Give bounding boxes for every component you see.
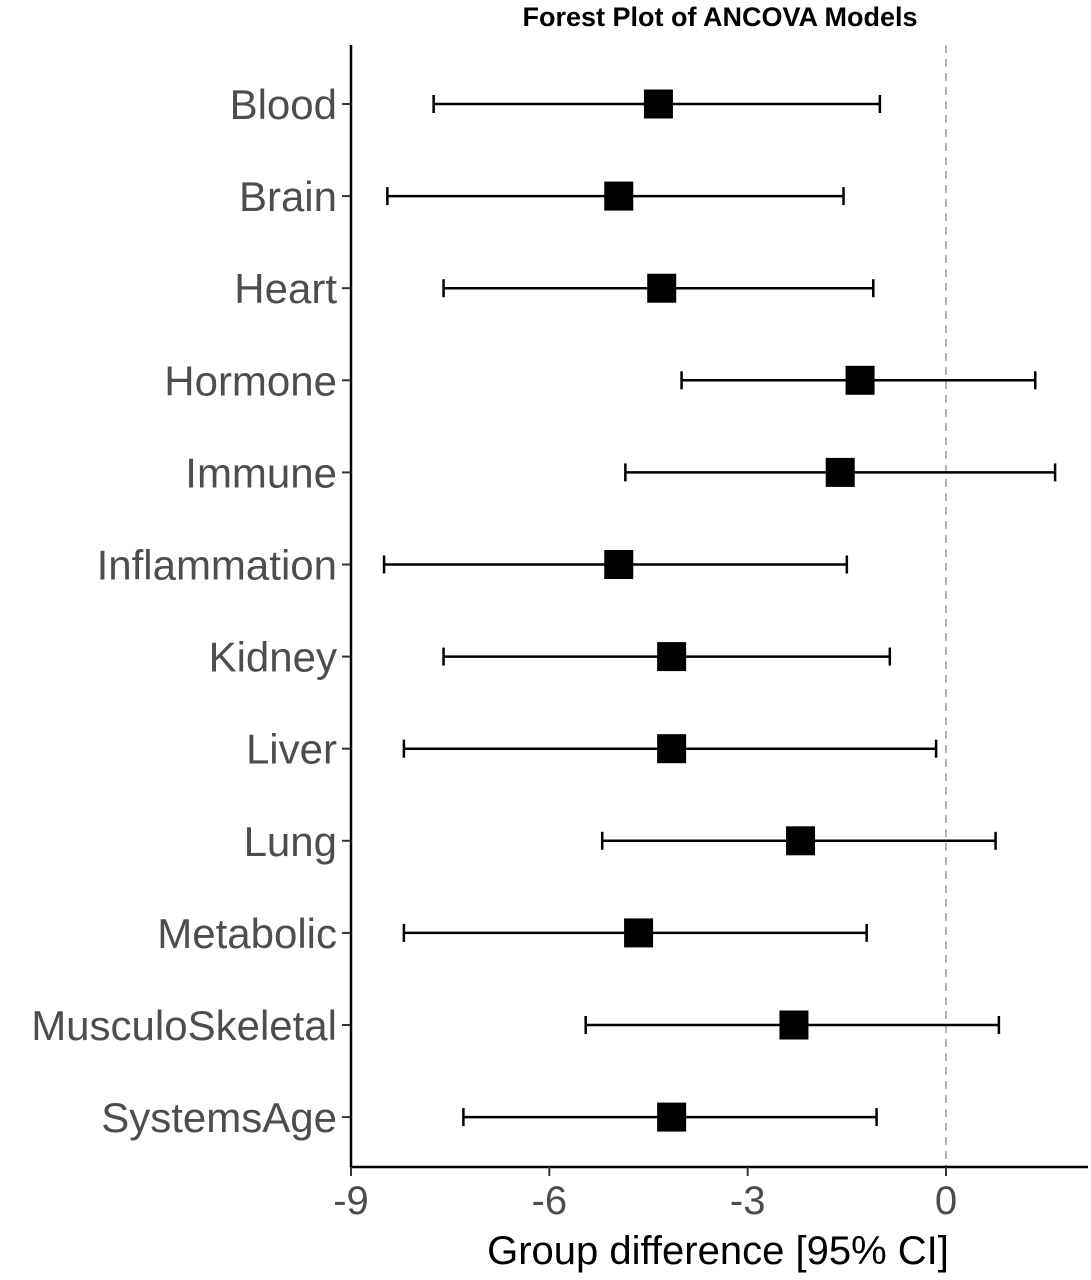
forest-row: MusculoSkeletal bbox=[31, 1002, 1001, 1049]
forest-row: Brain bbox=[239, 173, 845, 220]
forest-row: Heart bbox=[234, 265, 875, 312]
point-estimate bbox=[657, 642, 687, 672]
forest-row: Lung bbox=[244, 818, 997, 865]
forest-row: SystemsAge bbox=[101, 1094, 878, 1141]
point-estimate bbox=[657, 734, 687, 764]
x-axis-label: Group difference [95% CI] bbox=[487, 1229, 949, 1273]
forest-row: Hormone bbox=[164, 357, 1037, 404]
chart-title: Forest Plot of ANCOVA Models bbox=[522, 2, 917, 32]
y-tick-label: Heart bbox=[234, 265, 337, 312]
forest-row: Metabolic bbox=[157, 910, 868, 957]
point-estimate bbox=[647, 273, 677, 303]
forest-row: Inflammation bbox=[97, 542, 849, 589]
forest-row: Liver bbox=[246, 726, 938, 773]
point-estimate bbox=[657, 1102, 687, 1132]
point-estimate bbox=[786, 826, 816, 856]
y-tick-label: SystemsAge bbox=[101, 1094, 337, 1141]
y-tick-label: Kidney bbox=[209, 634, 337, 681]
x-tick-label: -9 bbox=[333, 1179, 369, 1223]
x-tick-label: -3 bbox=[730, 1179, 766, 1223]
y-tick-label: Inflammation bbox=[97, 542, 337, 589]
y-tick-label: Liver bbox=[246, 726, 337, 773]
y-tick-label: Hormone bbox=[164, 357, 337, 404]
point-estimate bbox=[604, 550, 634, 579]
y-tick-label: Lung bbox=[244, 818, 337, 865]
y-tick-label: Metabolic bbox=[157, 910, 337, 957]
point-estimate bbox=[643, 89, 673, 119]
x-tick-label: -6 bbox=[532, 1179, 568, 1223]
point-estimate bbox=[624, 918, 654, 948]
forest-row: Immune bbox=[185, 449, 1057, 496]
y-tick-label: MusculoSkeletal bbox=[31, 1002, 337, 1049]
point-estimate bbox=[825, 457, 855, 487]
y-tick-label: Blood bbox=[230, 81, 337, 128]
y-tick-label: Brain bbox=[239, 173, 337, 220]
x-tick-label: 0 bbox=[935, 1179, 957, 1223]
point-estimate bbox=[779, 1010, 809, 1040]
point-estimate bbox=[604, 181, 634, 211]
point-estimate bbox=[845, 365, 875, 395]
y-tick-label: Immune bbox=[185, 449, 337, 496]
forest-row: Blood bbox=[230, 81, 882, 128]
forest-row: Kidney bbox=[209, 634, 892, 681]
